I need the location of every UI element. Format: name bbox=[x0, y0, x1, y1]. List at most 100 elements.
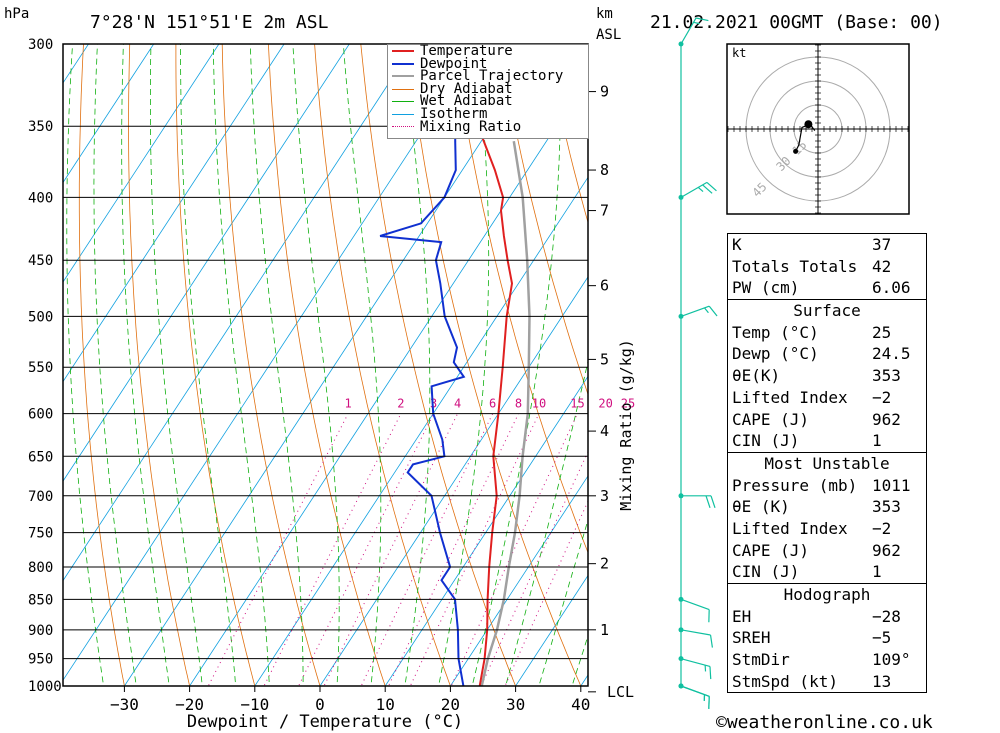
pw-value: 6.06 bbox=[872, 278, 911, 298]
wind-barb-flag bbox=[708, 305, 718, 317]
wet-adiabat-line bbox=[538, 518, 588, 686]
row-cape: CAPE (J) 962 bbox=[728, 409, 926, 431]
isotherm-line bbox=[254, 176, 588, 686]
km-tick-label: 8 bbox=[600, 161, 609, 179]
wind-barb-flag bbox=[706, 181, 717, 192]
wet-adiabat-line bbox=[342, 44, 382, 686]
dry-adiabat-line bbox=[452, 44, 588, 554]
km-tick-label: 2 bbox=[600, 555, 609, 573]
wet-adiabat-line bbox=[471, 44, 561, 686]
pressure-tick-label: 300 bbox=[28, 37, 53, 53]
x-tick-label: 40 bbox=[571, 695, 590, 714]
dry-adiabat-line bbox=[360, 44, 517, 686]
legend-swatch-temperature bbox=[392, 50, 414, 53]
stmspd-label: StmSpd (kt) bbox=[732, 671, 838, 691]
sreh-label: SREH bbox=[732, 628, 771, 648]
isotherm-line bbox=[63, 44, 415, 582]
height-unit: km bbox=[596, 6, 613, 22]
surface-section: Surface Temp (°C) 25 Dewp (°C) 24.5 θE(K) 3… bbox=[727, 300, 927, 453]
x-tick-label: 0 bbox=[315, 695, 325, 714]
pressure-tick-label: 900 bbox=[28, 623, 53, 639]
wind-barb-half bbox=[697, 186, 704, 193]
x-tick-label: −30 bbox=[110, 695, 139, 714]
dry-adiabat-line bbox=[499, 44, 588, 396]
row-temp: Temp (°C) 25 bbox=[728, 322, 926, 344]
legend-swatch-dewpoint bbox=[392, 62, 414, 65]
wind-barb-half bbox=[704, 307, 709, 314]
mixing-ratio-label: 6 bbox=[489, 397, 496, 411]
wet-adiabat-line bbox=[66, 44, 105, 686]
mixing-ratio-line bbox=[387, 413, 519, 686]
isotherm-line bbox=[63, 44, 155, 184]
datetime-title: 21.02.2021 00GMT (Base: 00) bbox=[650, 12, 943, 33]
theta-value: 353 bbox=[872, 366, 901, 386]
km-tick-label: 3 bbox=[600, 487, 609, 505]
dry-adiabat-line bbox=[545, 44, 588, 224]
k-label: K bbox=[732, 235, 742, 254]
legend-swatch-wet-adiabat bbox=[392, 101, 414, 103]
height-unit-asl: ASL bbox=[596, 27, 622, 43]
mu-cape-label: CAPE (J) bbox=[732, 540, 810, 560]
x-tick-label: 30 bbox=[506, 695, 525, 714]
dry-adiabat-line bbox=[221, 44, 321, 686]
mu-cin-label: CIN (J) bbox=[732, 562, 800, 582]
legend-swatch-parcel bbox=[392, 75, 414, 78]
legend-swatch-mixing-ratio bbox=[392, 126, 414, 128]
row-stmdir: StmDir 109° bbox=[728, 649, 926, 671]
cin-label: CIN (J) bbox=[732, 431, 800, 451]
stmdir-value: 109° bbox=[872, 650, 911, 670]
km-tick-label: 5 bbox=[600, 350, 609, 368]
mu-li-label: Lifted Index bbox=[732, 518, 848, 538]
surface-title: Surface bbox=[793, 301, 861, 321]
mixing-ratio-label: 10 bbox=[532, 397, 546, 411]
wind-barb-flag bbox=[695, 17, 709, 22]
wind-barb-flag bbox=[705, 495, 711, 508]
mixing-ratio-line bbox=[360, 413, 494, 686]
hodograph-unit: kt bbox=[732, 46, 746, 60]
legend-item-parcel: Parcel Trajectory bbox=[388, 69, 588, 83]
mixing-ratio-label: 4 bbox=[454, 397, 461, 411]
hodograph-title: Hodograph bbox=[783, 585, 871, 604]
mu-li-value: −2 bbox=[872, 518, 892, 538]
row-mu-li: Lifted Index −2 bbox=[728, 518, 926, 540]
x-tick-label: 10 bbox=[376, 695, 395, 714]
li-label: Lifted Index bbox=[732, 387, 848, 407]
pressure-tick-label: 350 bbox=[28, 119, 53, 135]
cin-value: 1 bbox=[872, 431, 882, 451]
isotherm-line bbox=[515, 574, 588, 686]
dry-adiabat-line bbox=[314, 44, 451, 686]
km-tick-label: 1 bbox=[600, 621, 609, 639]
pressure-tick-label: 700 bbox=[28, 489, 53, 505]
pressure-tick-label: 550 bbox=[28, 360, 53, 376]
cape-label: CAPE (J) bbox=[732, 409, 810, 429]
dewp-label: Dewp (°C) bbox=[732, 344, 819, 364]
legend-swatch-isotherm bbox=[392, 113, 414, 115]
legend-label-isotherm: Isotherm bbox=[420, 105, 488, 122]
mixing-ratio-label: 25 bbox=[621, 397, 635, 411]
li-value: −2 bbox=[872, 387, 892, 407]
legend-label-mixing-ratio: Mixing Ratio bbox=[420, 118, 522, 135]
wet-adiabat-line bbox=[212, 44, 270, 686]
isotherm-line bbox=[384, 375, 588, 686]
pressure-tick-label: 500 bbox=[28, 309, 53, 325]
km-tick-label: 4 bbox=[600, 422, 609, 440]
dry-adiabat-line bbox=[78, 44, 125, 686]
legend-item-dry-adiabat: Dry Adiabat bbox=[388, 82, 588, 96]
legend-item-isotherm: Isotherm bbox=[388, 105, 588, 122]
pressure-tick-label: 400 bbox=[28, 190, 53, 206]
row-mu-pressure: Pressure (mb) 1011 bbox=[728, 475, 926, 497]
pressure-tick-label: 1000 bbox=[28, 679, 62, 695]
wind-barb-half bbox=[693, 21, 700, 25]
tt-value: 42 bbox=[872, 256, 892, 276]
legend: Temperature Dewpoint Parcel Trajectory D… bbox=[387, 44, 589, 139]
pressure-tick-label: 750 bbox=[28, 526, 53, 542]
temp-label: Temp (°C) bbox=[732, 322, 819, 342]
copyright-footer[interactable]: ©weatheronline.co.uk bbox=[716, 712, 933, 733]
wet-adiabat-line bbox=[292, 44, 340, 686]
mixing-ratio-line bbox=[504, 500, 588, 686]
km-tick-label: 6 bbox=[600, 277, 609, 295]
basic-indices: K 37 Totals Totals 42 PW (cm) 6.06 bbox=[727, 233, 927, 301]
wet-adiabat-line bbox=[571, 634, 588, 686]
x-tick-label: 20 bbox=[441, 695, 460, 714]
mu-theta-label: θE (K) bbox=[732, 497, 790, 517]
